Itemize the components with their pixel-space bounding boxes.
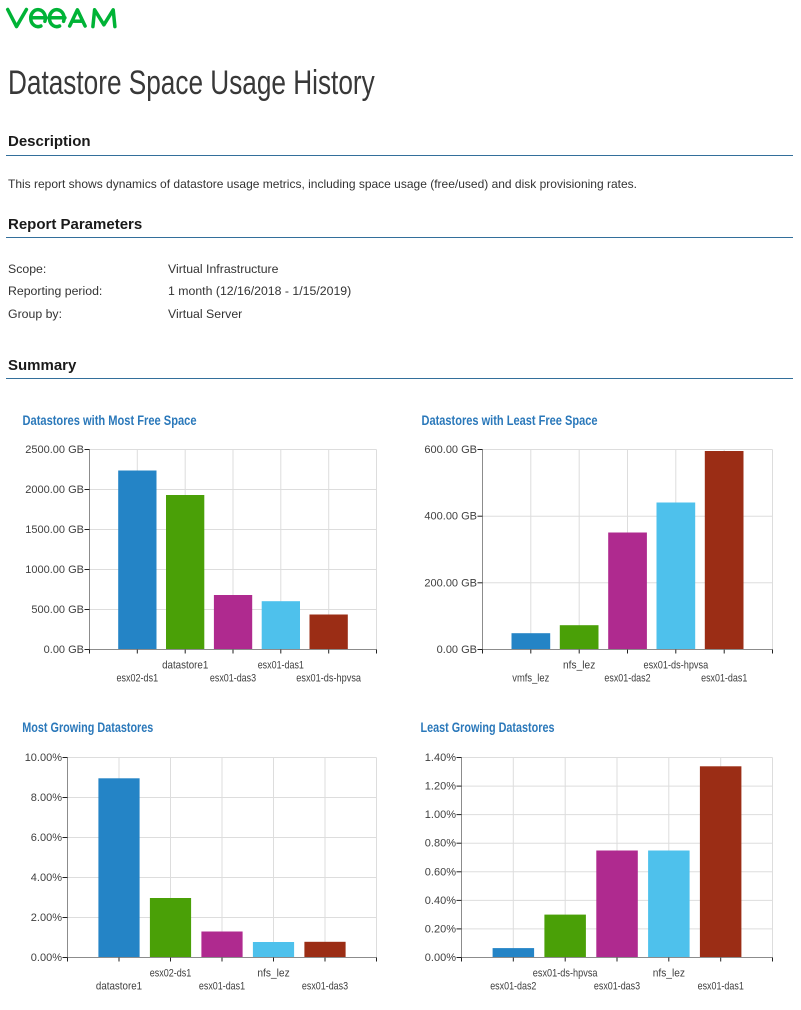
svg-text:esx01-das1: esx01-das1 (701, 673, 747, 685)
svg-text:0.00 GB: 0.00 GB (44, 644, 84, 656)
svg-text:0.00%: 0.00% (31, 952, 62, 964)
svg-text:1.40%: 1.40% (425, 752, 456, 764)
svg-text:0.00 GB: 0.00 GB (437, 644, 477, 656)
svg-text:esx02-ds1: esx02-ds1 (117, 673, 159, 685)
svg-text:500.00 GB: 500.00 GB (31, 604, 84, 616)
svg-text:esx01-das1: esx01-das1 (698, 981, 744, 993)
svg-text:Least Growing Datastores: Least Growing Datastores (421, 719, 555, 735)
svg-text:2000.00 GB: 2000.00 GB (25, 484, 84, 496)
svg-text:esx01-das2: esx01-das2 (604, 673, 650, 685)
svg-text:Datastores with Most Free Spac: Datastores with Most Free Space (23, 412, 197, 428)
svg-text:10.00%: 10.00% (25, 752, 63, 764)
svg-text:1.00%: 1.00% (425, 809, 456, 821)
svg-text:8.00%: 8.00% (31, 792, 62, 804)
svg-text:esx01-ds-hpvsa: esx01-ds-hpvsa (296, 673, 361, 685)
svg-text:1500.00 GB: 1500.00 GB (25, 524, 84, 536)
svg-text:esx01-das3: esx01-das3 (594, 981, 640, 993)
svg-text:esx01-das1: esx01-das1 (258, 660, 304, 672)
svg-text:1.20%: 1.20% (425, 781, 456, 793)
svg-text:0.80%: 0.80% (425, 838, 456, 850)
svg-text:esx01-das1: esx01-das1 (199, 981, 245, 993)
svg-text:1000.00 GB: 1000.00 GB (25, 564, 84, 576)
svg-text:4.00%: 4.00% (31, 872, 62, 884)
svg-text:2.00%: 2.00% (31, 912, 62, 924)
svg-text:esx01-das2: esx01-das2 (490, 981, 536, 993)
svg-text:esx01-ds-hpvsa: esx01-ds-hpvsa (533, 968, 598, 980)
svg-text:400.00 GB: 400.00 GB (424, 511, 477, 523)
svg-text:200.00 GB: 200.00 GB (424, 577, 477, 589)
svg-text:vmfs_lez: vmfs_lez (512, 673, 549, 685)
svg-text:0.40%: 0.40% (425, 895, 456, 907)
svg-text:6.00%: 6.00% (31, 832, 62, 844)
svg-text:datastore1: datastore1 (96, 981, 142, 993)
svg-text:nfs_lez: nfs_lez (653, 968, 685, 980)
svg-text:esx02-ds1: esx02-ds1 (150, 968, 192, 980)
svg-text:datastore1: datastore1 (162, 660, 208, 672)
svg-text:0.00%: 0.00% (425, 952, 456, 964)
svg-text:2500.00 GB: 2500.00 GB (25, 444, 84, 456)
svg-text:0.20%: 0.20% (425, 923, 456, 935)
svg-text:0.60%: 0.60% (425, 866, 456, 878)
svg-text:esx01-das3: esx01-das3 (210, 673, 256, 685)
svg-text:esx01-das3: esx01-das3 (302, 981, 348, 993)
svg-text:nfs_lez: nfs_lez (257, 968, 289, 980)
svg-text:Datastores with Least Free Spa: Datastores with Least Free Space (422, 412, 598, 428)
svg-text:nfs_lez: nfs_lez (563, 660, 595, 672)
svg-text:esx01-ds-hpvsa: esx01-ds-hpvsa (644, 660, 709, 672)
svg-text:Most Growing Datastores: Most Growing Datastores (22, 719, 153, 735)
svg-text:600.00 GB: 600.00 GB (424, 444, 477, 456)
